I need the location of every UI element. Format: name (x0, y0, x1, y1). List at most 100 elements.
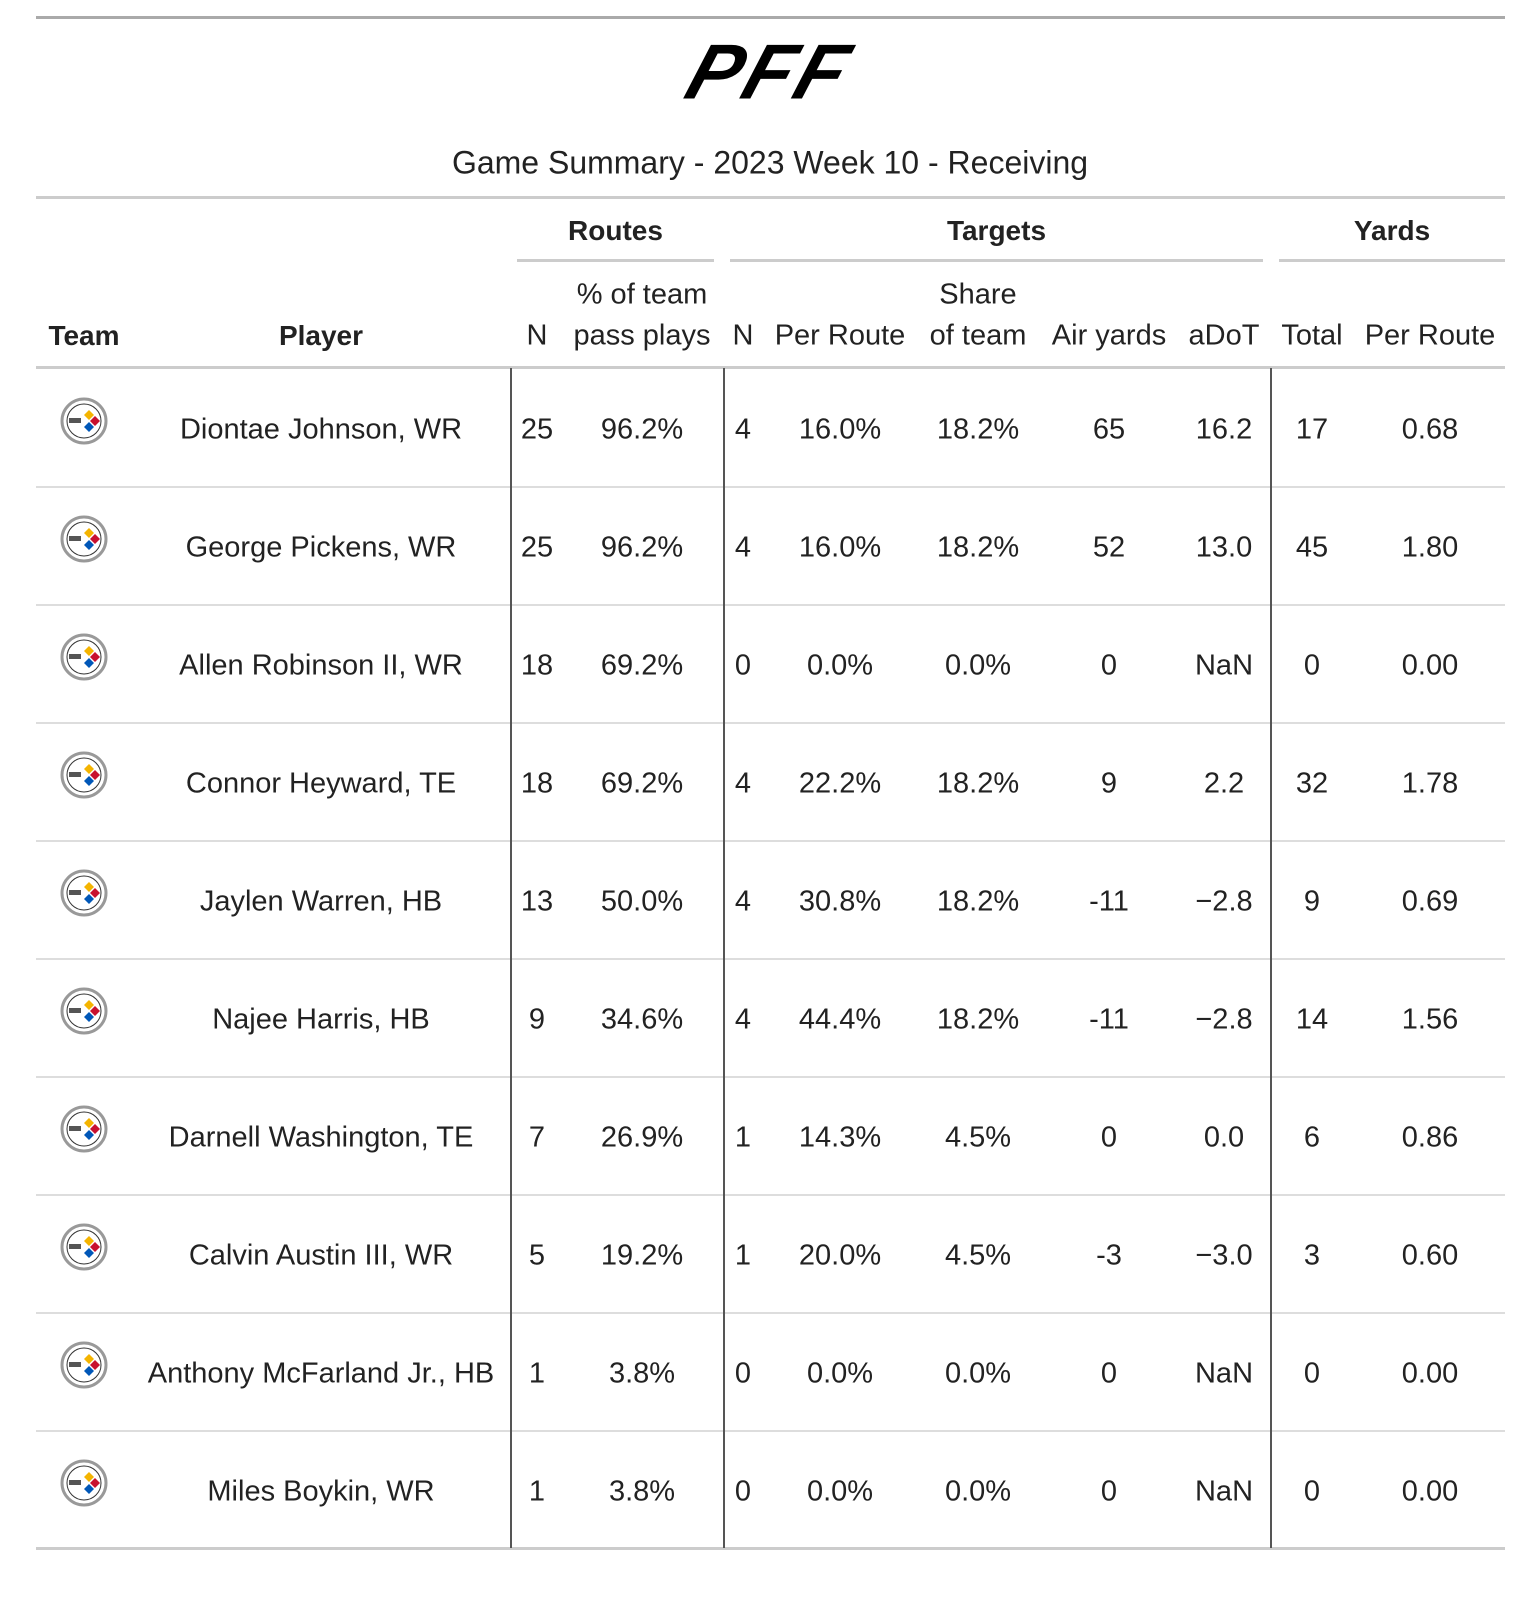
cell: 0 (734, 1357, 752, 1390)
cell: 1 (528, 1357, 546, 1390)
cell: 69.2% (600, 649, 684, 682)
cell: Allen Robinson II, WR (179, 649, 463, 682)
column-header: pass plays (573, 319, 711, 352)
group-rule (517, 259, 714, 262)
cell: 16.0% (798, 413, 882, 446)
row-rule (36, 1312, 1505, 1314)
row-rule (36, 1430, 1505, 1432)
cell: 0.0% (806, 1357, 874, 1390)
column-header: aDoT (1188, 319, 1260, 352)
logo: PFF (676, 27, 865, 116)
cell: 1.80 (1401, 531, 1459, 564)
cell: 30.8% (798, 885, 882, 918)
cell: 20.0% (798, 1239, 882, 1272)
group-header: Targets (946, 215, 1047, 246)
cell: 0.0% (806, 649, 874, 682)
cell: 0.00 (1401, 1357, 1459, 1390)
cell: -3 (1096, 1239, 1122, 1272)
cell: 0 (1100, 1121, 1118, 1154)
cell: 69.2% (600, 767, 684, 800)
bottom-rule (36, 1547, 1505, 1550)
cell: Miles Boykin, WR (207, 1475, 435, 1508)
cell: 25 (520, 413, 554, 446)
row-rule (36, 722, 1505, 724)
cell: 32 (1295, 767, 1329, 800)
row-rule (36, 486, 1505, 488)
column-header: Per Route (774, 319, 906, 352)
cell: 5 (528, 1239, 546, 1272)
cell: 0.0% (806, 1475, 874, 1508)
row-rule (36, 958, 1505, 960)
cell: 0.00 (1401, 1475, 1459, 1508)
cell: 1 (734, 1239, 752, 1272)
cell: 0 (1100, 1475, 1118, 1508)
row-rule (36, 840, 1505, 842)
cell: 96.2% (600, 413, 684, 446)
cell: 3.8% (608, 1475, 676, 1508)
cell: 26.9% (600, 1121, 684, 1154)
cell: 17 (1295, 413, 1329, 446)
group-header: Yards (1353, 215, 1431, 246)
cell: 18.2% (936, 1003, 1020, 1036)
cell: 6 (1303, 1121, 1321, 1154)
cell: −3.0 (1195, 1239, 1253, 1272)
cell: 0.69 (1401, 885, 1459, 918)
cell: 18.2% (936, 531, 1020, 564)
cell: 9 (1100, 767, 1118, 800)
cell: 1.78 (1401, 767, 1459, 800)
column-header: Per Route (1364, 319, 1496, 352)
cell: 34.6% (600, 1003, 684, 1036)
cell: 16.2 (1195, 413, 1253, 446)
column-header: Total (1281, 319, 1343, 352)
cell: 16.0% (798, 531, 882, 564)
cell: 96.2% (600, 531, 684, 564)
cell: 25 (520, 531, 554, 564)
cell: -11 (1089, 885, 1129, 918)
column-header: % of team (576, 278, 708, 311)
cell: 1 (528, 1475, 546, 1508)
cell: 4 (734, 1003, 752, 1036)
cell: 0.0% (944, 649, 1012, 682)
top-rule (36, 16, 1505, 19)
cell: 4 (734, 885, 752, 918)
cell: 18 (520, 649, 554, 682)
cell: NaN (1194, 1357, 1254, 1390)
cell: 13 (520, 885, 554, 918)
cell: 0.00 (1401, 649, 1459, 682)
cell: 3 (1303, 1239, 1321, 1272)
cell: 1 (734, 1121, 752, 1154)
cell: 22.2% (798, 767, 882, 800)
column-header: N (732, 319, 754, 352)
team-logo (59, 632, 109, 688)
team-logo (59, 1458, 109, 1514)
cell: 4 (734, 413, 752, 446)
column-header: Team (48, 320, 120, 351)
cell: 0.0% (944, 1357, 1012, 1390)
cell: 0 (734, 1475, 752, 1508)
cell: 4 (734, 531, 752, 564)
cell: −2.8 (1195, 1003, 1253, 1036)
cell: 18.2% (936, 413, 1020, 446)
cell: −2.8 (1195, 885, 1253, 918)
column-rule (510, 368, 512, 1548)
cell: NaN (1194, 1475, 1254, 1508)
cell: 45 (1295, 531, 1329, 564)
cell: 4 (734, 767, 752, 800)
cell: 0.86 (1401, 1121, 1459, 1154)
group-rule (730, 259, 1263, 262)
cell: 7 (528, 1121, 546, 1154)
cell: George Pickens, WR (185, 531, 457, 564)
header-rule (36, 366, 1505, 369)
cell: 0 (1303, 1357, 1321, 1390)
column-header: Player (278, 320, 364, 351)
cell: 4.5% (944, 1121, 1012, 1154)
cell: 0 (1100, 649, 1118, 682)
cell: Najee Harris, HB (212, 1003, 430, 1036)
cell: 50.0% (600, 885, 684, 918)
column-header: Share (939, 278, 1017, 311)
team-logo (59, 868, 109, 924)
cell: 0 (1303, 1475, 1321, 1508)
row-rule (36, 1194, 1505, 1196)
team-logo (59, 1340, 109, 1396)
